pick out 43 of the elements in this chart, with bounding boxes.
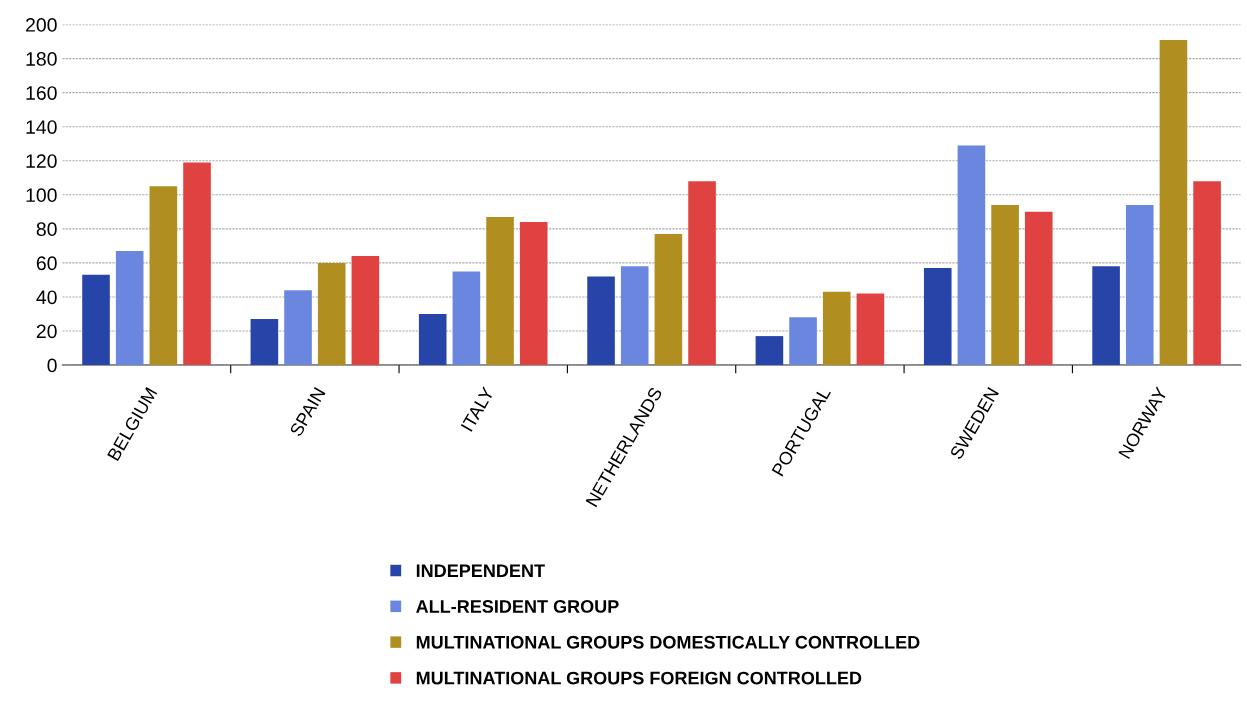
bar <box>452 271 481 366</box>
bar <box>418 313 447 366</box>
bar <box>755 336 784 366</box>
bar <box>822 291 851 366</box>
bar <box>923 268 952 366</box>
y-tick-label: 40 <box>36 290 57 305</box>
bar <box>284 290 312 366</box>
bar <box>1193 181 1221 366</box>
bar <box>991 205 1019 366</box>
bar <box>486 216 514 366</box>
bar <box>115 250 144 366</box>
bar <box>82 274 110 366</box>
legend-label: MULTINATIONAL GROUPS FOREIGN CONTROLLED <box>416 671 862 685</box>
bar <box>620 266 649 366</box>
bar <box>149 186 178 366</box>
bar <box>250 319 279 366</box>
bar <box>351 256 380 366</box>
legend-label: ALL-RESIDENT GROUP <box>416 600 619 613</box>
y-tick-label: 160 <box>26 86 57 100</box>
bar <box>1092 266 1120 366</box>
y-tick-label: 20 <box>36 324 57 339</box>
bar <box>1125 205 1154 366</box>
y-tick-label: 100 <box>26 188 57 203</box>
bar <box>856 293 885 366</box>
bar <box>957 145 986 366</box>
bar <box>1159 39 1188 366</box>
bar <box>654 233 683 366</box>
y-tick-label: 80 <box>36 222 57 237</box>
y-tick-label: 60 <box>36 256 57 271</box>
bar <box>519 222 548 366</box>
bar <box>688 181 716 366</box>
y-tick-label: 120 <box>26 154 57 168</box>
y-tick-label: 200 <box>26 18 57 32</box>
legend-label: MULTINATIONAL GROUPS DOMESTICALLY CONTROLLED <box>416 635 920 649</box>
bar <box>1024 211 1053 366</box>
legend-label: INDEPENDENT <box>416 564 545 577</box>
bar <box>587 276 615 366</box>
bar <box>317 262 346 366</box>
y-tick-label: 140 <box>26 120 57 134</box>
bar <box>789 317 817 366</box>
y-tick-label: 0 <box>47 358 57 373</box>
bar <box>183 162 211 366</box>
y-tick-label: 180 <box>26 52 57 66</box>
